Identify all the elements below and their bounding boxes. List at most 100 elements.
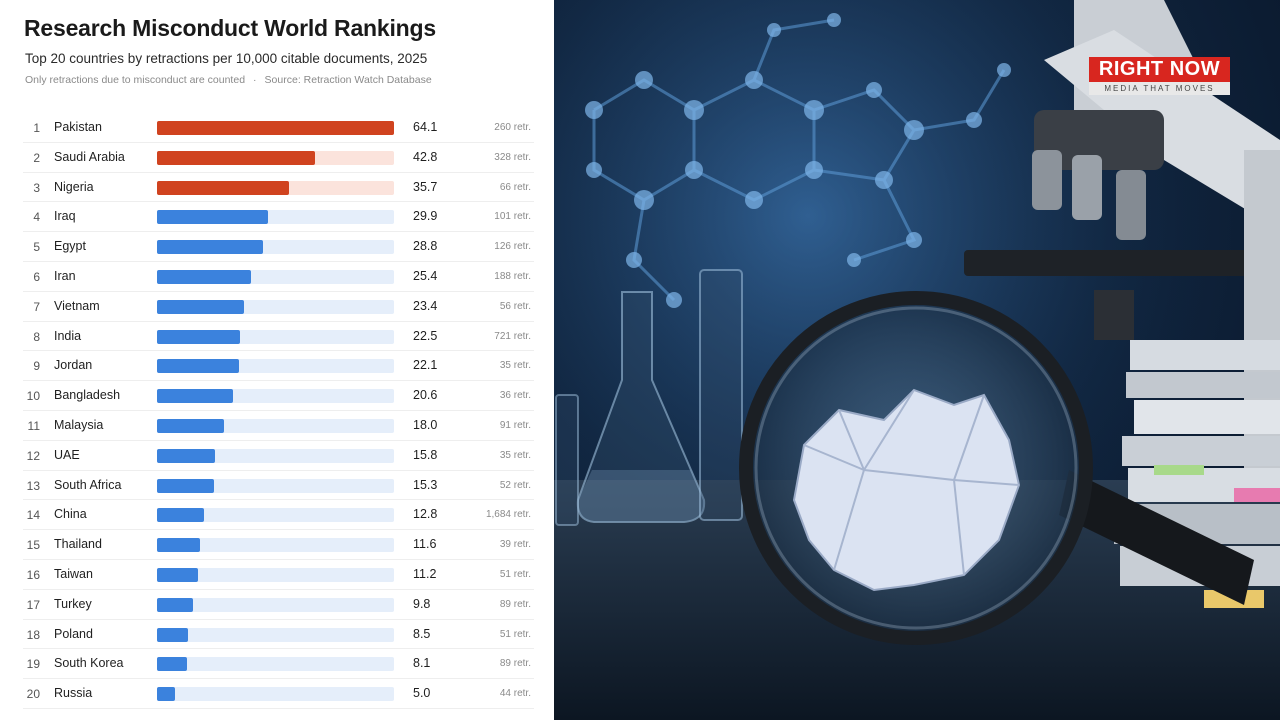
country-label: China [54, 507, 87, 522]
bar-track [157, 687, 394, 702]
retractions-count: 91 retr. [499, 420, 531, 431]
bar [157, 299, 244, 314]
glass-beaker [555, 394, 579, 526]
country-label: Turkey [54, 596, 92, 611]
country-label: Iran [54, 269, 76, 283]
rank-number: 2 [33, 150, 40, 165]
rank-number: 20 [26, 687, 40, 702]
bar-track [157, 240, 394, 255]
ranking-row: 19 South Korea 8.1 89 retr. [23, 649, 534, 680]
rank-number: 1 [33, 121, 40, 135]
logo-tagline: MEDIA THAT MOVES [1089, 82, 1230, 95]
value-label: 42.8 [413, 149, 438, 164]
value-label: 25.4 [413, 269, 438, 283]
bar [157, 329, 241, 344]
bar-track [157, 597, 394, 612]
bar [157, 359, 239, 374]
country-label: Taiwan [54, 567, 93, 581]
value-label: 15.8 [413, 447, 438, 462]
ranking-row: 13 South Africa 15.3 52 retr. [23, 471, 534, 501]
bar [157, 508, 205, 523]
ranking-row: 20 Russia 5.0 44 retr. [23, 679, 534, 709]
chart-panel: Research Misconduct World Rankings Top 2… [0, 0, 554, 720]
country-label: South Korea [54, 656, 124, 671]
retractions-count: 52 retr. [499, 479, 531, 491]
country-label: India [54, 328, 82, 343]
bar-track [157, 508, 394, 523]
ranking-row: 17 Turkey 9.8 89 retr. [23, 590, 534, 620]
bar-track [157, 180, 394, 195]
country-label: Poland [54, 626, 93, 641]
chart-note: Only retractions due to misconduct are c… [25, 74, 246, 86]
retractions-count: 721 retr. [494, 330, 531, 342]
retractions-count: 39 retr. [499, 539, 531, 551]
chart-source: Source: Retraction Watch Database [264, 74, 432, 86]
retractions-count: 66 retr. [499, 181, 531, 193]
logo-wordmark: RIGHT NOW [1089, 57, 1230, 82]
ranking-row: 5 Egypt 28.8 126 retr. [23, 232, 534, 262]
ranking-row: 3 Nigeria 35.7 66 retr. [23, 173, 534, 203]
rank-number: 14 [26, 508, 40, 523]
value-label: 11.2 [413, 567, 437, 581]
magnifying-glass [739, 291, 1254, 645]
rank-number: 19 [26, 657, 40, 672]
retractions-count: 1,684 retr. [485, 509, 531, 521]
retractions-count: 101 retr. [494, 211, 531, 223]
ranking-row: 4 Iraq 29.9 101 retr. [23, 202, 534, 233]
bar [157, 597, 194, 612]
value-label: 8.5 [413, 626, 431, 641]
value-label: 28.8 [413, 239, 438, 254]
bar-track [157, 299, 394, 314]
value-label: 5.0 [413, 686, 431, 701]
bar-track [157, 150, 394, 165]
crumpled-paper [792, 388, 1021, 592]
value-label: 12.8 [413, 507, 438, 522]
ranking-row: 6 Iran 25.4 188 retr. [23, 262, 534, 292]
rank-number: 13 [26, 478, 40, 493]
bar-track [157, 657, 394, 672]
value-label: 15.3 [413, 477, 438, 492]
rank-number: 7 [33, 299, 40, 314]
bar [157, 627, 189, 642]
ranking-row: 16 Taiwan 11.2 51 retr. [23, 560, 534, 590]
rank-number: 11 [27, 419, 40, 433]
retractions-count: 35 retr. [499, 360, 531, 372]
retractions-count: 56 retr. [499, 300, 531, 312]
country-label: Russia [54, 686, 93, 701]
country-label: Vietnam [54, 298, 100, 313]
bar [157, 448, 216, 463]
ranking-row: 11 Malaysia 18.0 91 retr. [23, 411, 534, 441]
rank-number: 17 [26, 597, 40, 612]
ranking-row: 9 Jordan 22.1 35 retr. [23, 351, 534, 382]
ranking-row: 12 UAE 15.8 35 retr. [23, 441, 534, 471]
retractions-count: 44 retr. [499, 688, 531, 700]
bar-track [157, 448, 394, 463]
value-label: 8.1 [413, 656, 431, 671]
rank-number: 18 [26, 627, 40, 642]
ranking-row: 18 Poland 8.5 51 retr. [23, 620, 534, 650]
retractions-count: 89 retr. [499, 598, 531, 610]
bar-track [157, 389, 394, 404]
retractions-count: 51 retr. [499, 628, 531, 640]
bar-track [157, 627, 394, 642]
bar [157, 657, 187, 672]
bar-track [157, 538, 394, 553]
glass-cylinder [699, 269, 743, 521]
retractions-count: 51 retr. [499, 569, 531, 580]
molecule-nodes [585, 13, 1011, 308]
rank-number: 9 [33, 359, 40, 374]
bar-track [157, 121, 394, 135]
country-label: Nigeria [54, 179, 94, 194]
country-label: South Africa [54, 477, 122, 492]
bar [157, 419, 224, 433]
bar [157, 538, 200, 553]
bar-track [157, 478, 394, 493]
value-label: 11.6 [413, 537, 437, 552]
bar [157, 150, 316, 165]
retractions-count: 36 retr. [499, 390, 531, 402]
retractions-count: 188 retr. [494, 271, 531, 282]
ranking-row: 14 China 12.8 1,684 retr. [23, 500, 534, 531]
chart-title: Research Misconduct World Rankings [24, 15, 436, 41]
rank-number: 6 [33, 270, 40, 284]
right-now-logo: RIGHT NOW MEDIA THAT MOVES [1089, 57, 1230, 95]
